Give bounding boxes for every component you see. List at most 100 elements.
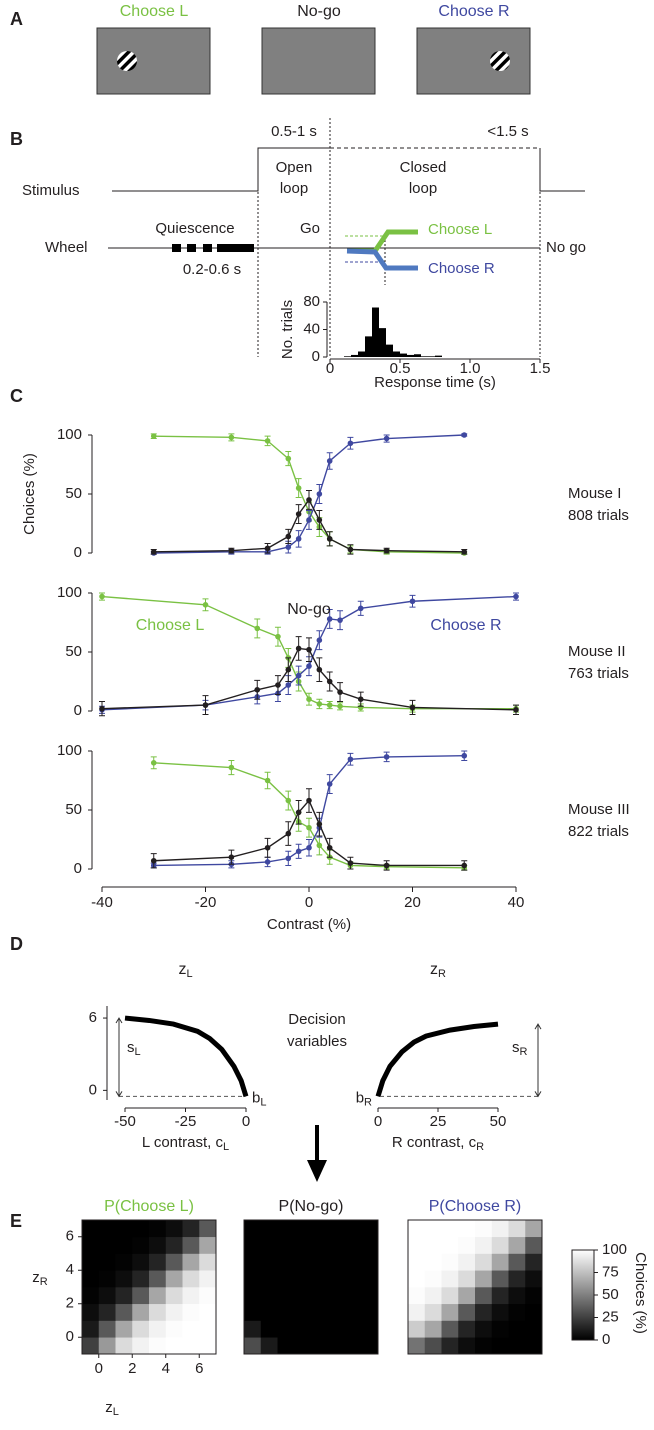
x-tick-label: -20 bbox=[195, 894, 217, 911]
point bbox=[306, 517, 312, 523]
bar bbox=[351, 354, 358, 357]
point bbox=[150, 549, 157, 555]
x-tick-label: 4 bbox=[162, 1360, 170, 1377]
heat-cell bbox=[491, 1236, 509, 1254]
point bbox=[357, 696, 364, 702]
closed-loop-label: loop bbox=[409, 180, 437, 197]
colorbar-tick-label: 50 bbox=[602, 1286, 619, 1303]
arrow-head bbox=[307, 1160, 327, 1182]
point bbox=[337, 689, 343, 695]
heat-cell bbox=[361, 1253, 379, 1271]
y-axis-label: Choices (%) bbox=[21, 453, 38, 535]
stimulus-trace bbox=[539, 148, 585, 192]
x-tick-label: 0 bbox=[305, 894, 313, 911]
x-tick-label: 2 bbox=[128, 1360, 136, 1377]
point bbox=[228, 764, 235, 771]
point bbox=[337, 703, 343, 710]
heat-cell bbox=[344, 1220, 362, 1238]
heat-cell bbox=[182, 1303, 200, 1321]
x-tick-label: 0 bbox=[326, 360, 334, 377]
x-tick-label: -50 bbox=[114, 1113, 136, 1130]
heat-cell bbox=[441, 1270, 459, 1288]
heat-cell bbox=[149, 1337, 167, 1355]
heat-cell bbox=[82, 1337, 100, 1355]
point bbox=[461, 862, 468, 869]
heat-cell bbox=[132, 1236, 150, 1254]
y-tick-label: 6 bbox=[66, 1228, 74, 1245]
heat-cell bbox=[115, 1337, 133, 1355]
heat-frame bbox=[243, 1219, 379, 1355]
bar bbox=[365, 336, 372, 357]
curve-title: zR bbox=[430, 961, 446, 980]
point bbox=[295, 809, 302, 816]
colorbar-tick-label: 75 bbox=[602, 1263, 619, 1280]
heat-cell bbox=[165, 1270, 183, 1288]
point bbox=[316, 701, 323, 707]
heat-cell bbox=[344, 1303, 362, 1321]
heat-cell bbox=[525, 1253, 543, 1271]
heat-cell bbox=[475, 1270, 493, 1288]
heat-frame bbox=[407, 1219, 543, 1355]
heat-cell bbox=[98, 1320, 116, 1338]
heat-cell bbox=[294, 1253, 312, 1271]
heat-cell bbox=[149, 1220, 167, 1238]
point bbox=[150, 857, 157, 864]
heat-cell bbox=[244, 1320, 262, 1338]
heat-cell bbox=[82, 1303, 100, 1321]
point bbox=[383, 435, 390, 442]
heat-cell bbox=[458, 1287, 476, 1305]
point bbox=[285, 455, 292, 462]
heat-cell bbox=[165, 1220, 183, 1238]
x-tick-label: 20 bbox=[404, 894, 421, 911]
y-axis-label: zR bbox=[32, 1269, 48, 1288]
heat-cell bbox=[508, 1220, 526, 1238]
point bbox=[285, 855, 292, 862]
heat-cell bbox=[344, 1253, 362, 1271]
quiescence-bars bbox=[172, 244, 254, 252]
heat-cell bbox=[327, 1287, 345, 1305]
heat-cell bbox=[441, 1253, 459, 1271]
heat-cell bbox=[182, 1236, 200, 1254]
heat-cell bbox=[508, 1253, 526, 1271]
heat-cell bbox=[82, 1236, 100, 1254]
point bbox=[326, 702, 333, 708]
heat-cell bbox=[441, 1220, 459, 1238]
decision-label: Decision bbox=[288, 1011, 346, 1028]
point bbox=[285, 682, 292, 688]
mouse-label: Mouse II bbox=[568, 643, 626, 660]
heat-cell bbox=[361, 1220, 379, 1238]
point bbox=[306, 646, 312, 653]
heat-cell bbox=[458, 1253, 476, 1271]
heat-cell bbox=[277, 1270, 295, 1288]
offset-label-main: b bbox=[252, 1089, 260, 1106]
heat-cell bbox=[458, 1236, 476, 1254]
x-axis-label: Response time (s) bbox=[374, 374, 496, 391]
point bbox=[306, 497, 312, 503]
y-tick-label: 0 bbox=[74, 702, 82, 719]
heat-cell bbox=[149, 1303, 167, 1321]
y-tick-label: 80 bbox=[303, 293, 320, 310]
heat-cell bbox=[475, 1320, 493, 1338]
point bbox=[513, 707, 519, 713]
heat-cell bbox=[525, 1220, 543, 1238]
point bbox=[306, 696, 312, 702]
heat-cell bbox=[98, 1287, 116, 1305]
point bbox=[295, 485, 302, 491]
point bbox=[316, 842, 323, 849]
heat-cell bbox=[260, 1220, 278, 1238]
point bbox=[306, 824, 312, 831]
y-tick-label: 0 bbox=[74, 860, 82, 877]
heat-cell bbox=[182, 1320, 200, 1338]
curve-title-sub: L bbox=[186, 968, 192, 980]
heat-cell bbox=[199, 1220, 217, 1238]
x-tick-label: 0.5 bbox=[390, 360, 411, 377]
heat-cell bbox=[441, 1303, 459, 1321]
heat-cell bbox=[458, 1303, 476, 1321]
point bbox=[326, 781, 333, 787]
heat-cell bbox=[441, 1287, 459, 1305]
y-tick-label: 0 bbox=[89, 1081, 97, 1098]
heat-cell bbox=[182, 1270, 200, 1288]
point bbox=[326, 536, 333, 542]
colorbar-tick-label: 0 bbox=[602, 1331, 610, 1348]
